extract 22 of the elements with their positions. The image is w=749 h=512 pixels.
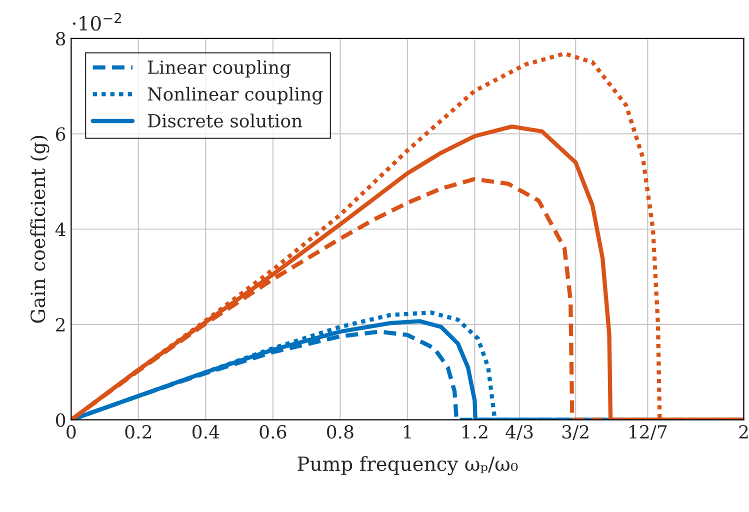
legend-label: Linear coupling xyxy=(148,60,291,78)
legend-label: Nonlinear coupling xyxy=(148,86,323,105)
text: ·10$^{−2}$ xyxy=(72,12,121,31)
x-tick-label: 4/3 xyxy=(506,425,533,440)
x-tick-label: 0.2 xyxy=(125,425,151,439)
x-tick-label: 0.4 xyxy=(192,425,220,439)
x-tick-label: 0.6 xyxy=(260,425,286,439)
x-tick-label: 1.2 xyxy=(462,425,488,439)
y-tick-label: 8 xyxy=(56,32,66,46)
x-tick-label: 2 xyxy=(739,425,748,438)
y-tick-label: 0 xyxy=(56,413,66,427)
x-tick-label: 1 xyxy=(404,425,411,438)
x-tick-label: 12/7 xyxy=(630,425,667,440)
x-tick-label: 3/2 xyxy=(562,425,588,440)
x-axis-title: Pump frequency ωₚ/ω₀ xyxy=(298,456,518,476)
y-tick-label: 6 xyxy=(56,127,66,141)
y-axis-title: Gain coefficient (g) xyxy=(30,136,50,323)
legend-label: Discrete solution xyxy=(148,114,302,128)
x-tick-label: 0 xyxy=(66,425,76,439)
y-tick-label: 4 xyxy=(55,222,66,236)
y-tick-label: 2 xyxy=(56,318,65,332)
x-tick-label: 0.8 xyxy=(327,425,354,439)
